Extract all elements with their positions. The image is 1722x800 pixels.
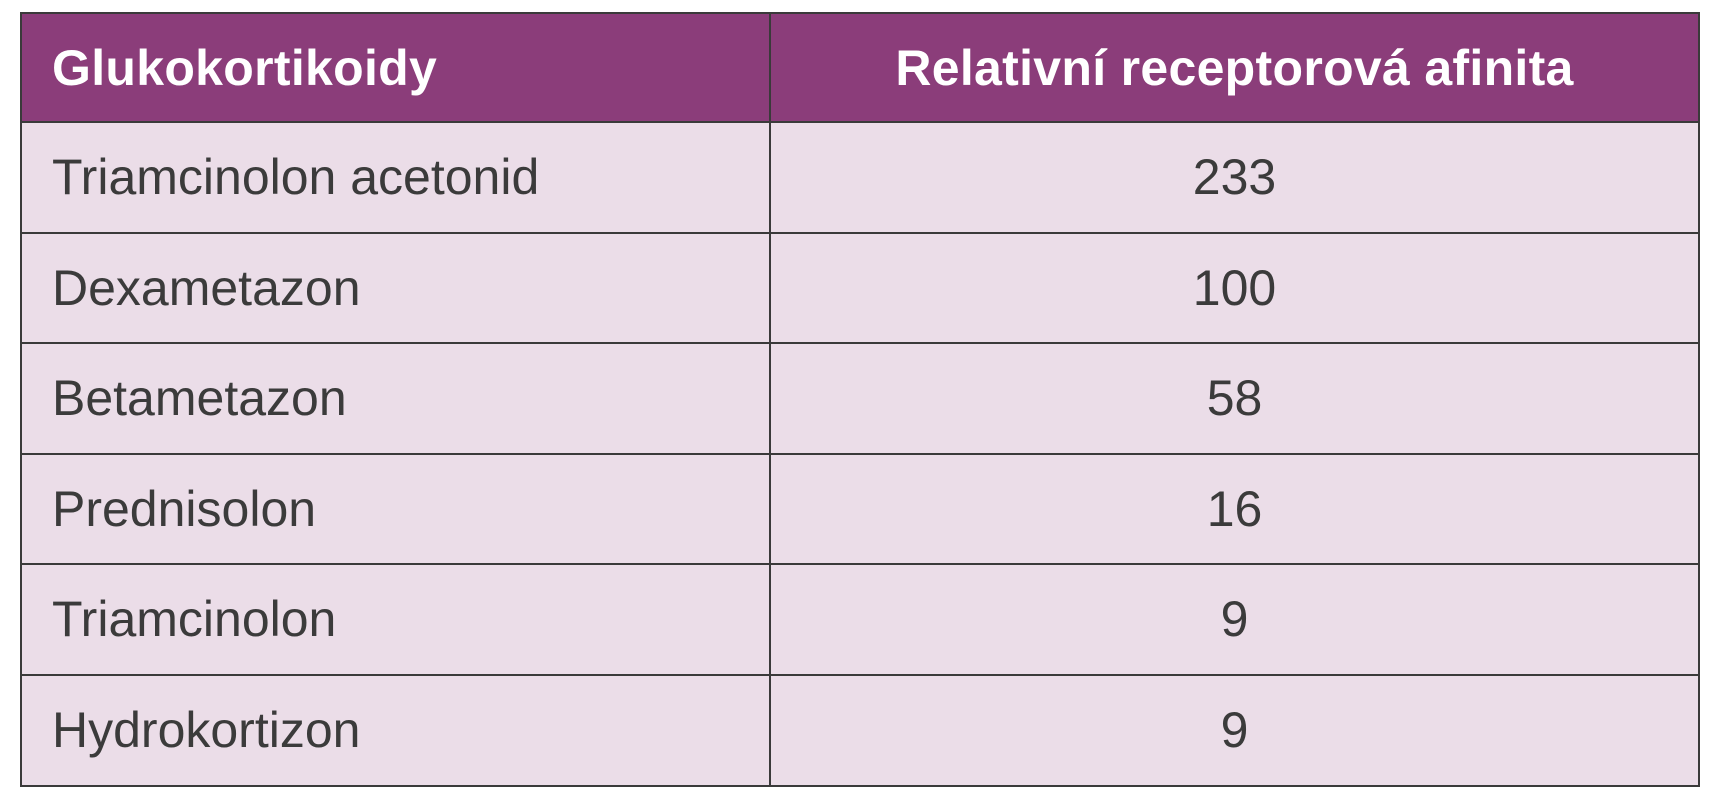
- table-row: Prednisolon 16: [22, 453, 1698, 565]
- affinity-value-cell: 100: [770, 232, 1698, 344]
- column-header-relative-affinity: Relativní receptorová afinita: [770, 14, 1698, 123]
- table-header: Glukokortikoidy Relativní receptorová af…: [22, 14, 1698, 123]
- table-row: Triamcinolon 9: [22, 564, 1698, 676]
- table-body: Triamcinolon acetonid 233 Dexametazon 10…: [22, 122, 1698, 785]
- drug-name-cell: Prednisolon: [22, 453, 771, 565]
- header-row: Glukokortikoidy Relativní receptorová af…: [22, 14, 1698, 123]
- column-header-glucocorticoids: Glukokortikoidy: [22, 14, 771, 123]
- affinity-value-cell: 58: [770, 343, 1698, 455]
- affinity-table-container: Glukokortikoidy Relativní receptorová af…: [20, 12, 1700, 787]
- table-row: Dexametazon 100: [22, 232, 1698, 344]
- drug-name-cell: Triamcinolon acetonid: [22, 122, 771, 234]
- affinity-value-cell: 9: [770, 564, 1698, 676]
- affinity-value-cell: 16: [770, 453, 1698, 565]
- drug-name-cell: Hydrokortizon: [22, 674, 771, 785]
- drug-name-cell: Dexametazon: [22, 232, 771, 344]
- drug-name-cell: Betametazon: [22, 343, 771, 455]
- affinity-value-cell: 9: [1220, 702, 1249, 759]
- affinity-value-cell: 233: [770, 122, 1698, 234]
- table-row: Hydrokortizon 9: [22, 674, 1698, 785]
- affinity-table: Glukokortikoidy Relativní receptorová af…: [22, 14, 1698, 785]
- table-row: Betametazon 58: [22, 343, 1698, 455]
- table-row: Triamcinolon acetonid 233: [22, 122, 1698, 234]
- drug-name-cell: Triamcinolon: [22, 564, 771, 676]
